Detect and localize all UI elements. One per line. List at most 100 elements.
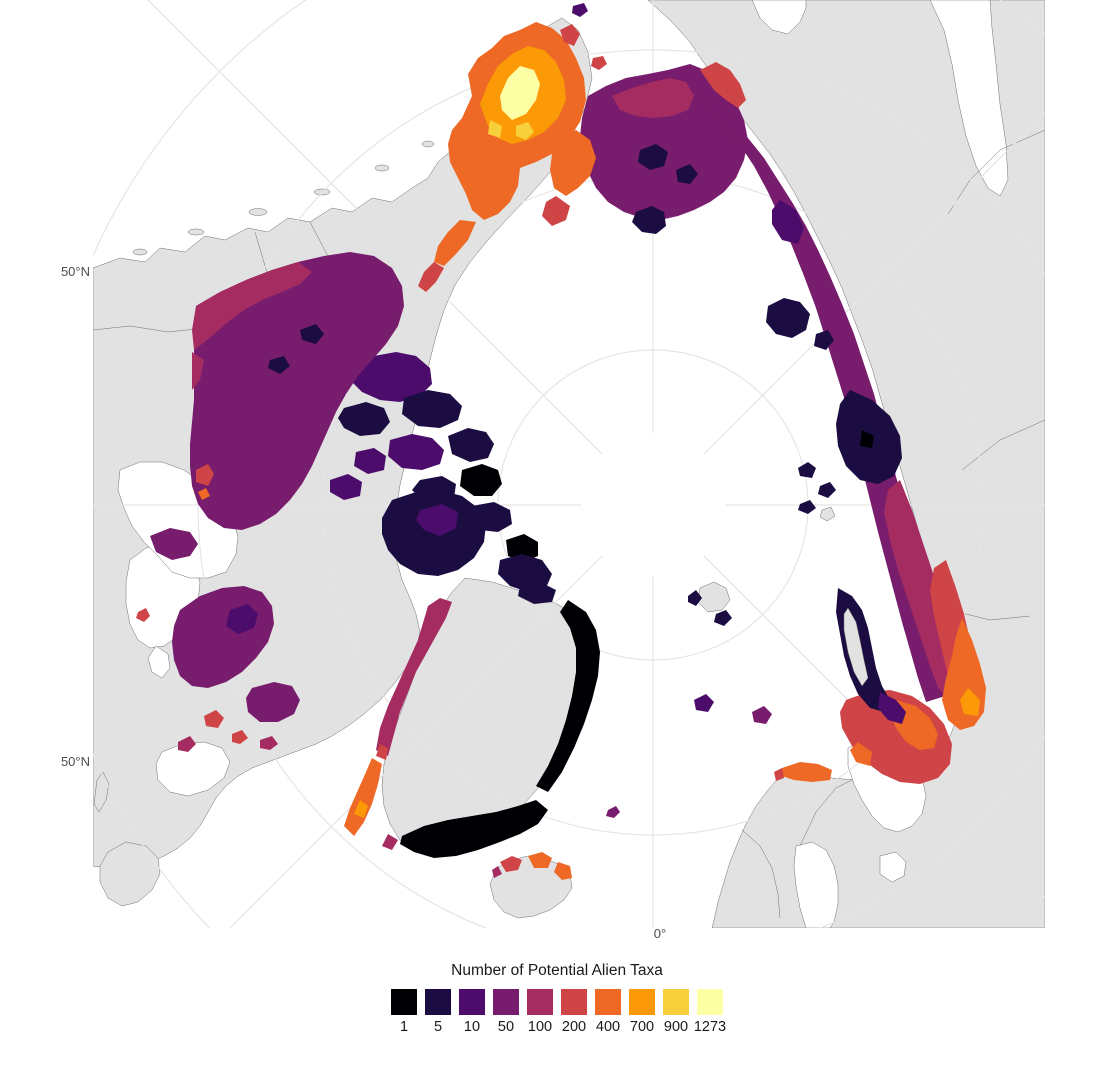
land-franz-josef bbox=[819, 506, 836, 522]
region-nw-canada-base bbox=[190, 252, 404, 530]
region-novaya-zemlya-interior bbox=[843, 607, 869, 687]
region-bering-red-speck bbox=[591, 56, 607, 70]
region-maritime-magenta bbox=[260, 736, 278, 750]
region-maritime-red1 bbox=[204, 710, 224, 728]
legend-value-label: 200 bbox=[561, 1019, 587, 1035]
region-greenland-ne bbox=[518, 582, 556, 604]
axis-label-50n-bottom: 50°N bbox=[60, 754, 90, 769]
legend: Number of Potential Alien Taxa 1 5 10 50 100… bbox=[387, 962, 727, 1035]
region-yukon-delta bbox=[550, 130, 596, 196]
region-south-alaska-gold2 bbox=[516, 122, 534, 140]
legend-value-label: 700 bbox=[629, 1019, 655, 1035]
legend-bins: 1 5 10 50 100 200 400 700 900 1273 bbox=[387, 989, 727, 1035]
legend-value-label: 5 bbox=[433, 1019, 443, 1035]
region-greenland-west-coast bbox=[376, 598, 452, 756]
region-maritime-red2 bbox=[232, 730, 248, 744]
region-nw-canada-west-strip bbox=[192, 352, 204, 390]
region-iceland-red bbox=[500, 856, 522, 872]
region-arch-banks bbox=[350, 352, 432, 402]
region-alaska-red-speck bbox=[560, 24, 580, 46]
region-hudson-red-speck bbox=[136, 608, 150, 622]
map-shape bbox=[93, 0, 1045, 928]
region-alaska-peninsula bbox=[434, 220, 476, 266]
axis-label-50n-top: 50°N bbox=[60, 264, 90, 279]
region-new-siberian-2 bbox=[814, 330, 834, 350]
legend-swatch bbox=[391, 989, 417, 1015]
region-norway-tip-red bbox=[774, 768, 784, 781]
data-layer bbox=[136, 3, 986, 880]
region-svalbard-dark1 bbox=[688, 590, 702, 606]
region-ob-orange-bright bbox=[960, 688, 980, 716]
legend-bin: 50 bbox=[489, 989, 523, 1035]
region-siberia-band bbox=[700, 95, 952, 702]
graticule-meridian-45e bbox=[703, 555, 1045, 898]
region-iceland-orange1 bbox=[528, 852, 552, 868]
region-taimyr-black-speck bbox=[860, 430, 874, 448]
region-wrangel-island bbox=[632, 206, 666, 234]
region-ungava-dark bbox=[226, 604, 258, 634]
legend-swatch bbox=[493, 989, 519, 1015]
region-yukon-delta-south bbox=[542, 196, 570, 226]
sea-gulf-st-lawrence bbox=[155, 741, 231, 797]
region-iceland-magenta bbox=[492, 866, 502, 878]
region-vaygach bbox=[878, 692, 906, 724]
graticule-meridian-135w bbox=[147, 0, 603, 455]
graticule-meridian-135e bbox=[703, 112, 1045, 455]
legend-bin: 1273 bbox=[693, 989, 727, 1035]
region-kola-orange2 bbox=[850, 742, 872, 766]
sea-bering-top-notch bbox=[751, 0, 807, 35]
region-greenland-east-coast bbox=[536, 600, 600, 792]
land-anticosti bbox=[93, 771, 110, 813]
legend-swatch bbox=[629, 989, 655, 1015]
island bbox=[132, 248, 148, 256]
border-norway-sweden bbox=[741, 829, 781, 919]
legend-bin: 200 bbox=[557, 989, 591, 1035]
island bbox=[187, 228, 205, 236]
region-fjl-1 bbox=[798, 462, 816, 478]
island bbox=[374, 164, 390, 172]
region-chukotka-magenta bbox=[612, 78, 694, 118]
region-greenland-south-coast bbox=[400, 800, 548, 858]
sea-lakes-ladoga-onega bbox=[879, 851, 907, 883]
region-cook-inlet-orange bbox=[198, 488, 210, 500]
region-alaska-peninsula-tip bbox=[418, 262, 444, 292]
legend-bin: 700 bbox=[625, 989, 659, 1035]
legend-swatch bbox=[697, 989, 723, 1015]
island bbox=[421, 140, 435, 148]
region-arch-prince-wales bbox=[448, 428, 494, 462]
legend-value-label: 1273 bbox=[693, 1019, 727, 1035]
region-nw-canada-dark2 bbox=[268, 356, 290, 374]
region-nw-canada-dark1 bbox=[300, 324, 324, 344]
legend-swatch bbox=[425, 989, 451, 1015]
legend-swatch bbox=[663, 989, 689, 1015]
legend-swatch bbox=[459, 989, 485, 1015]
legend-bin: 400 bbox=[591, 989, 625, 1035]
legend-value-label: 50 bbox=[497, 1019, 515, 1035]
region-gulf-speck bbox=[178, 736, 196, 752]
legend-bin: 10 bbox=[455, 989, 489, 1035]
region-greenland-sw-orange bbox=[344, 758, 382, 836]
region-south-alaska-core bbox=[500, 66, 540, 120]
region-jan-mayen bbox=[606, 806, 620, 818]
axis-label-0deg: 0° bbox=[653, 926, 667, 941]
land-svalbard bbox=[697, 581, 731, 613]
legend-bin: 1 bbox=[387, 989, 421, 1035]
region-baffin-purple bbox=[416, 504, 458, 536]
legend-value-label: 1 bbox=[399, 1019, 409, 1035]
region-iceland-orange2 bbox=[554, 862, 572, 880]
region-siberia-dark-patch bbox=[772, 200, 804, 244]
legend-bin: 900 bbox=[659, 989, 693, 1035]
region-svalbard-south bbox=[694, 694, 714, 712]
legend-swatch bbox=[561, 989, 587, 1015]
graticule-meridian-45w bbox=[229, 555, 603, 928]
legend-value-label: 10 bbox=[463, 1019, 481, 1035]
border-russia-1 bbox=[947, 129, 1045, 215]
island bbox=[248, 208, 268, 216]
region-chukotka-red-edge bbox=[700, 62, 746, 108]
region-arch-victoria-w bbox=[338, 402, 390, 436]
region-siberia-magenta-inner bbox=[884, 480, 958, 700]
region-greenland-w-red bbox=[376, 744, 388, 760]
region-south-alaska-gold bbox=[488, 120, 502, 138]
land-newfoundland bbox=[99, 841, 161, 907]
